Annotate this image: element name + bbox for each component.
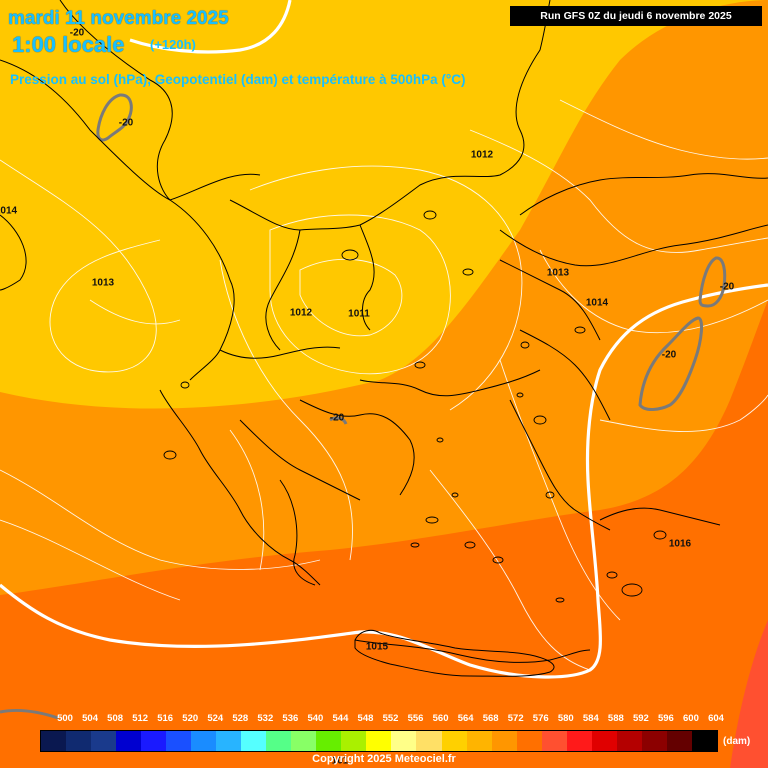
pressure-label: 1012 — [470, 149, 494, 161]
legend-tick-label: 564 — [457, 713, 474, 724]
legend-swatch — [641, 731, 667, 751]
legend-tick-label: 544 — [332, 713, 349, 724]
legend-swatch — [491, 731, 517, 751]
temperature-label: -20 — [719, 281, 735, 293]
temperature-label: -20 — [69, 27, 85, 39]
legend-swatch — [416, 731, 442, 751]
coastlines-borders — [0, 0, 768, 663]
thick-isoline — [0, 0, 768, 679]
legend-tick-label: 568 — [482, 713, 499, 724]
legend-tick-label: 600 — [683, 713, 699, 724]
legend-swatch — [366, 731, 392, 751]
legend-tick-label: 500 — [57, 713, 73, 724]
legend-tick-label: 560 — [432, 713, 449, 724]
zone-dark-orange — [0, 300, 768, 768]
forecast-date: mardi 11 novembre 2025 — [8, 8, 229, 29]
legend-tick-label: 504 — [82, 713, 98, 724]
legend-swatch — [191, 731, 217, 751]
temperature-label: -20 — [329, 412, 345, 424]
pressure-label: 1011 — [348, 308, 370, 320]
zone-red-orange — [730, 620, 768, 768]
legend-swatch — [516, 731, 542, 751]
color-legend — [40, 730, 718, 752]
pressure-label: 1015 — [365, 641, 389, 653]
legend-swatch — [116, 731, 142, 751]
legend-swatch — [166, 731, 192, 751]
legend-swatch — [666, 731, 692, 751]
legend-tick-label: 588 — [607, 713, 624, 724]
forecast-lead-time: (+120h) — [150, 37, 196, 52]
legend-tick-label: 596 — [657, 713, 674, 724]
legend-tick-label: 536 — [282, 713, 299, 724]
temperature-contours — [0, 93, 727, 720]
legend-tick-label: 508 — [107, 713, 124, 724]
legend-swatch — [41, 731, 67, 751]
pressure-label: 1013 — [91, 277, 115, 289]
legend-swatch — [141, 731, 167, 751]
legend-swatch — [691, 731, 717, 751]
legend-swatch — [566, 731, 592, 751]
legend-tick-label: 592 — [632, 713, 649, 724]
legend-swatch — [616, 731, 642, 751]
legend-tick-label: 572 — [507, 713, 524, 724]
legend-swatch — [316, 731, 342, 751]
legend-tick-label: 512 — [132, 713, 149, 724]
legend-swatch — [441, 731, 467, 751]
legend-swatch — [341, 731, 367, 751]
legend-tick-label: 524 — [207, 713, 224, 724]
legend-tick-label: 540 — [307, 713, 324, 724]
legend-tick-label: 556 — [407, 713, 424, 724]
crete — [354, 629, 555, 677]
islands — [163, 210, 667, 603]
legend-swatch — [466, 731, 492, 751]
legend-swatch — [391, 731, 417, 751]
legend-tick-label: 516 — [157, 713, 174, 724]
run-info: Run GFS 0Z du jeudi 6 novembre 2025 — [510, 6, 762, 26]
legend-tick-label: 528 — [232, 713, 249, 724]
legend-tick-label: 580 — [557, 713, 574, 724]
legend-unit: (dam) — [723, 736, 751, 747]
forecast-parameters: Pression au sol (hPa), Geopotentiel (dam… — [10, 72, 466, 87]
legend-tick-label: 520 — [182, 713, 199, 724]
legend-tick-label: 548 — [357, 713, 374, 724]
legend-tick-label: 532 — [257, 713, 274, 724]
legend-swatch — [591, 731, 617, 751]
legend-swatch — [66, 731, 92, 751]
legend-tick-label: 604 — [708, 713, 724, 724]
pressure-label: 1012 — [289, 307, 313, 319]
legend-swatch — [216, 731, 242, 751]
legend-swatch — [91, 731, 117, 751]
legend-swatch — [291, 731, 317, 751]
legend-ticks: 500 504 508 512 516 520 524 528 532 536 540 544 548 5… — [40, 713, 740, 727]
legend-tick-label: 552 — [382, 713, 399, 724]
legend-tick-label: 576 — [532, 713, 549, 724]
pressure-label: 1016 — [668, 538, 692, 550]
pressure-label: 1014 — [585, 297, 609, 309]
legend-swatch — [541, 731, 567, 751]
copyright: Copyright 2025 Meteociel.fr — [312, 753, 456, 765]
legend-tick-label: 584 — [582, 713, 599, 724]
forecast-time: 1:00 locale — [12, 32, 125, 57]
pressure-label: 1013 — [546, 267, 570, 279]
temperature-label: -20 — [661, 349, 677, 361]
legend-swatch — [241, 731, 267, 751]
temperature-label: -20 — [118, 117, 134, 129]
pressure-label: 1014 — [0, 205, 18, 217]
legend-swatch — [266, 731, 292, 751]
pressure-label: 101 — [331, 755, 349, 767]
